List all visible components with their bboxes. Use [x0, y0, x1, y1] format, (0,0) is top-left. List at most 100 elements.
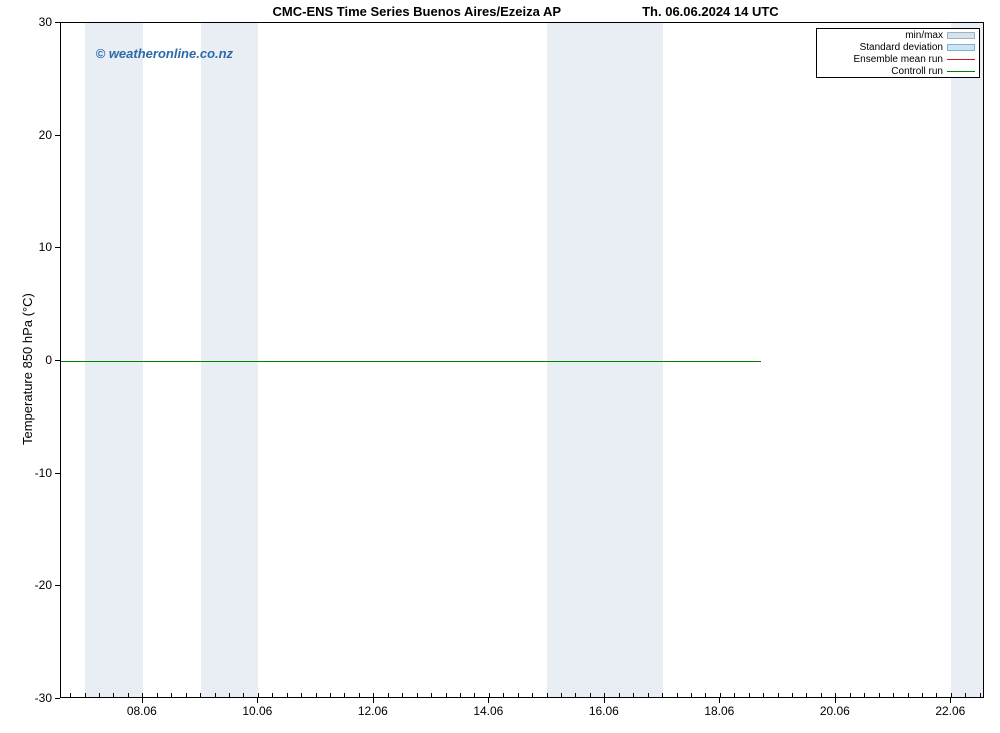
- legend-swatch: [947, 71, 975, 72]
- series-control-run: [61, 361, 761, 362]
- legend-label: Controll run: [891, 66, 943, 77]
- x-minor-tick: [590, 693, 591, 697]
- x-minor-tick: [821, 693, 822, 697]
- x-minor-tick: [619, 693, 620, 697]
- x-minor-tick: [532, 693, 533, 697]
- x-tick-label: 14.06: [473, 704, 503, 718]
- legend-item: Controll run: [817, 65, 979, 77]
- y-tick-mark: [55, 473, 60, 474]
- x-minor-tick: [936, 693, 937, 697]
- chart-title-right: Th. 06.06.2024 14 UTC: [642, 4, 779, 19]
- x-tick-label: 18.06: [704, 704, 734, 718]
- shaded-band: [951, 23, 984, 697]
- y-tick-label: -30: [12, 691, 52, 705]
- x-tick-mark: [142, 698, 143, 703]
- legend-item: Ensemble mean run: [817, 53, 979, 65]
- x-minor-tick: [835, 693, 836, 697]
- x-tick-label: 22.06: [935, 704, 965, 718]
- x-minor-tick: [243, 693, 244, 697]
- x-tick-mark: [719, 698, 720, 703]
- chart-title-left: CMC-ENS Time Series Buenos Aires/Ezeiza …: [273, 4, 562, 19]
- x-tick-label: 16.06: [589, 704, 619, 718]
- x-minor-tick: [99, 693, 100, 697]
- shaded-band: [201, 23, 259, 697]
- x-tick-mark: [604, 698, 605, 703]
- legend-label: Standard deviation: [860, 42, 943, 53]
- x-minor-tick: [575, 693, 576, 697]
- x-tick-label: 20.06: [820, 704, 850, 718]
- x-minor-tick: [446, 693, 447, 697]
- x-minor-tick: [864, 693, 865, 697]
- x-minor-tick: [70, 693, 71, 697]
- x-minor-tick: [373, 693, 374, 697]
- x-minor-tick: [215, 693, 216, 697]
- x-minor-tick: [908, 693, 909, 697]
- x-tick-label: 08.06: [127, 704, 157, 718]
- y-tick-label: -20: [12, 578, 52, 592]
- x-minor-tick: [604, 693, 605, 697]
- x-tick-label: 10.06: [242, 704, 272, 718]
- x-minor-tick: [417, 693, 418, 697]
- shaded-band: [547, 23, 605, 697]
- x-minor-tick: [547, 693, 548, 697]
- x-minor-tick: [402, 693, 403, 697]
- x-minor-tick: [677, 693, 678, 697]
- x-minor-tick: [301, 693, 302, 697]
- shaded-band: [85, 23, 143, 697]
- x-tick-mark: [835, 698, 836, 703]
- x-minor-tick: [951, 693, 952, 697]
- legend-item: Standard deviation: [817, 41, 979, 53]
- x-minor-tick: [128, 693, 129, 697]
- x-minor-tick: [229, 693, 230, 697]
- x-minor-tick: [157, 693, 158, 697]
- x-minor-tick: [806, 693, 807, 697]
- x-minor-tick: [272, 693, 273, 697]
- x-minor-tick: [200, 693, 201, 697]
- x-minor-tick: [503, 693, 504, 697]
- x-minor-tick: [388, 693, 389, 697]
- x-minor-tick: [460, 693, 461, 697]
- watermark: © weatheronline.co.nz: [96, 46, 233, 61]
- x-minor-tick: [359, 693, 360, 697]
- x-tick-mark: [373, 698, 374, 703]
- x-minor-tick: [489, 693, 490, 697]
- legend-label: Ensemble mean run: [854, 54, 944, 65]
- legend-item: min/max: [817, 29, 979, 41]
- x-tick-label: 12.06: [358, 704, 388, 718]
- x-minor-tick: [893, 693, 894, 697]
- x-minor-tick: [344, 693, 345, 697]
- x-minor-tick: [287, 693, 288, 697]
- y-tick-mark: [55, 585, 60, 586]
- x-minor-tick: [792, 693, 793, 697]
- x-minor-tick: [85, 693, 86, 697]
- x-minor-tick: [850, 693, 851, 697]
- x-minor-tick: [171, 693, 172, 697]
- x-minor-tick: [113, 693, 114, 697]
- plot-area: [60, 22, 984, 698]
- y-tick-mark: [55, 22, 60, 23]
- legend-label: min/max: [905, 30, 943, 41]
- x-minor-tick: [431, 693, 432, 697]
- x-tick-mark: [950, 698, 951, 703]
- x-minor-tick: [662, 693, 663, 697]
- x-minor-tick: [330, 693, 331, 697]
- x-minor-tick: [648, 693, 649, 697]
- shaded-band: [605, 23, 663, 697]
- x-tick-mark: [488, 698, 489, 703]
- y-tick-label: 20: [12, 128, 52, 142]
- y-tick-label: 10: [12, 240, 52, 254]
- x-minor-tick: [186, 693, 187, 697]
- y-tick-label: 30: [12, 15, 52, 29]
- x-minor-tick: [980, 693, 981, 697]
- x-minor-tick: [763, 693, 764, 697]
- x-minor-tick: [633, 693, 634, 697]
- x-minor-tick: [691, 693, 692, 697]
- x-minor-tick: [561, 693, 562, 697]
- x-minor-tick: [316, 693, 317, 697]
- x-minor-tick: [734, 693, 735, 697]
- y-tick-mark: [55, 135, 60, 136]
- x-minor-tick: [705, 693, 706, 697]
- legend-swatch: [947, 32, 975, 39]
- x-minor-tick: [518, 693, 519, 697]
- y-axis-label: Temperature 850 hPa (°C): [20, 293, 35, 445]
